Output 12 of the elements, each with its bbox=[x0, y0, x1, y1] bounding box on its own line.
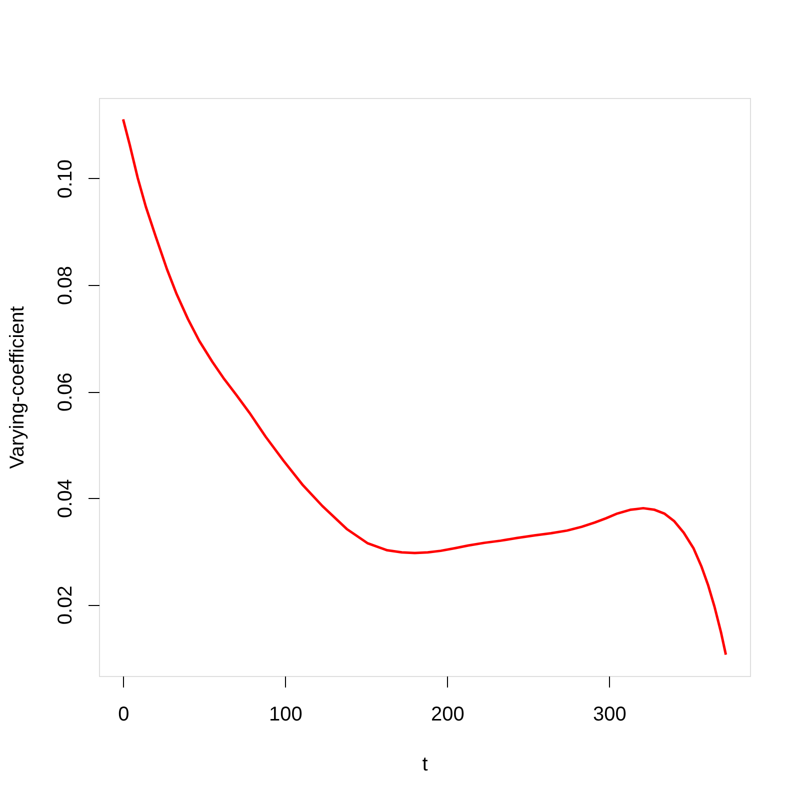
x-tick-label: 300 bbox=[593, 704, 626, 726]
y-tick-label: 0.08 bbox=[54, 266, 76, 305]
x-tick-label: 200 bbox=[430, 704, 464, 726]
line-series bbox=[122, 118, 728, 656]
y-tick-label: 0.10 bbox=[54, 159, 76, 198]
y-tick-label: 0.04 bbox=[54, 479, 76, 518]
x-axis-title: t bbox=[422, 754, 428, 776]
x-tick-label: 100 bbox=[268, 704, 302, 726]
y-axis-title: Varying-coefficient bbox=[6, 306, 28, 469]
y-tick-label: 0.02 bbox=[54, 586, 76, 625]
x-tick-label: 0 bbox=[118, 704, 130, 726]
y-tick-label: 0.06 bbox=[54, 372, 76, 412]
